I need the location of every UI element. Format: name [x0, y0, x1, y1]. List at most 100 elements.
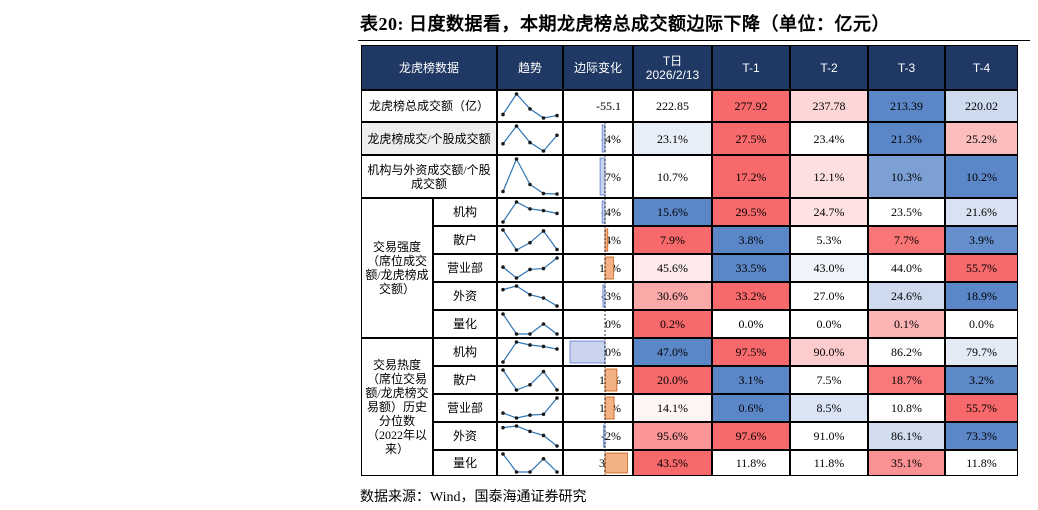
sparkline-point [514, 470, 519, 474]
value-cell: 86.2% [868, 338, 945, 366]
value-cell: 0.1% [868, 310, 945, 338]
change-bar-area [602, 282, 606, 310]
row-label: 散户 [433, 366, 497, 394]
change-cell: -4% [563, 122, 633, 155]
row-label: 机构 [433, 338, 497, 366]
value-cell: 21.3% [868, 122, 945, 155]
sparkline-line [502, 125, 558, 152]
value-cell: 0.0% [790, 310, 868, 338]
row-label: 营业部 [433, 394, 497, 422]
value-cell: 44.0% [868, 254, 945, 282]
change-bar-area [604, 254, 614, 282]
change-cell: -7% [563, 155, 633, 198]
value-cell: 8.5% [790, 394, 868, 422]
change-bar [604, 452, 628, 474]
trend-cell [497, 226, 563, 254]
change-bar-area [599, 155, 606, 198]
value-cell: 18.7% [868, 366, 945, 394]
value-cell: 55.7% [945, 254, 1018, 282]
sparkline [501, 284, 559, 308]
sparkline-point [501, 425, 505, 430]
sparkline-point [514, 92, 519, 96]
sparkline-line [502, 425, 558, 447]
change-label: -2% [601, 429, 621, 443]
trend-cell [497, 394, 563, 422]
sparkline [501, 92, 559, 120]
value-cell: 79.7% [945, 338, 1018, 366]
value-cell: 3.1% [712, 366, 790, 394]
sparkline-point [514, 416, 519, 420]
value-cell: 213.39 [868, 90, 945, 122]
value-cell: 91.0% [790, 422, 868, 450]
sparkline-line [502, 93, 558, 119]
header-cell: 趋势 [497, 45, 563, 90]
row-label: 龙虎榜总成交额（亿） [361, 90, 497, 122]
value-cell: 0.0% [945, 310, 1018, 338]
value-cell: 12.1% [790, 155, 868, 198]
change-bar-area [604, 310, 606, 338]
value-cell: 11.8% [945, 450, 1018, 476]
sparkline-point [528, 107, 532, 111]
value-cell: 10.8% [868, 394, 945, 422]
value-cell: 21.6% [945, 198, 1018, 226]
change-label: 4% [605, 233, 621, 247]
sparkline-line [502, 229, 558, 251]
value-cell: 73.3% [945, 422, 1018, 450]
sparkline-point [528, 382, 532, 387]
value-cell: 35.1% [868, 450, 945, 476]
value-cell: 55.7% [945, 394, 1018, 422]
sparkline-point [555, 347, 559, 351]
change-label: -4% [601, 131, 621, 146]
sparkline-point [528, 182, 532, 187]
sparkline-point [514, 340, 519, 344]
sparkline-point [501, 312, 505, 316]
sparkline-point [514, 276, 519, 280]
value-cell: 43.5% [633, 450, 712, 476]
value-cell: 33.2% [712, 282, 790, 310]
change-bar-area [569, 338, 606, 366]
value-cell: 20.0% [633, 366, 712, 394]
change-cell: -3% [563, 282, 633, 310]
value-cell: 24.6% [868, 282, 945, 310]
sparkline-line [502, 453, 558, 473]
row-label: 机构与外资成交额/个股成交额 [361, 155, 497, 198]
value-cell: 30.6% [633, 282, 712, 310]
value-cell: 15.6% [633, 198, 712, 226]
sparkline-point [555, 388, 559, 392]
value-cell: 47.0% [633, 338, 712, 366]
sparkline-point [555, 444, 559, 448]
value-cell: 23.5% [868, 198, 945, 226]
value-cell: 25.2% [945, 122, 1018, 155]
value-cell: 7.5% [790, 366, 868, 394]
sparkline-point [528, 267, 532, 272]
value-cell: 3.8% [712, 226, 790, 254]
change-label: 0% [605, 317, 621, 331]
value-cell: 0.6% [712, 394, 790, 422]
change-bar [569, 340, 606, 364]
group-label: 交易强度（席位成交额/龙虎榜成交额） [361, 198, 433, 338]
value-cell: 29.5% [712, 198, 790, 226]
value-cell: 33.5% [712, 254, 790, 282]
change-bar [604, 368, 618, 392]
sparkline-line [502, 157, 558, 195]
value-cell: 43.0% [790, 254, 868, 282]
sparkline [501, 200, 559, 224]
sparkline-point [528, 332, 532, 336]
value-cell: 90.0% [790, 338, 868, 366]
sparkline-point [514, 248, 519, 252]
value-cell: 220.02 [945, 90, 1018, 122]
row-label: 外资 [433, 282, 497, 310]
sparkline-point [501, 411, 505, 415]
change-bar [601, 200, 606, 224]
sparkline-point [514, 284, 519, 288]
change-bar [604, 396, 615, 420]
sparkline-point [541, 412, 546, 417]
change-bar-area [604, 394, 615, 422]
value-cell: 3.9% [945, 226, 1018, 254]
value-cell: 27.5% [712, 122, 790, 155]
sparkline-point [501, 112, 505, 117]
sparkline-point [528, 292, 532, 297]
sparkline-point [555, 133, 559, 138]
change-label: -55.1 [596, 99, 621, 113]
value-cell: 11.8% [712, 450, 790, 476]
